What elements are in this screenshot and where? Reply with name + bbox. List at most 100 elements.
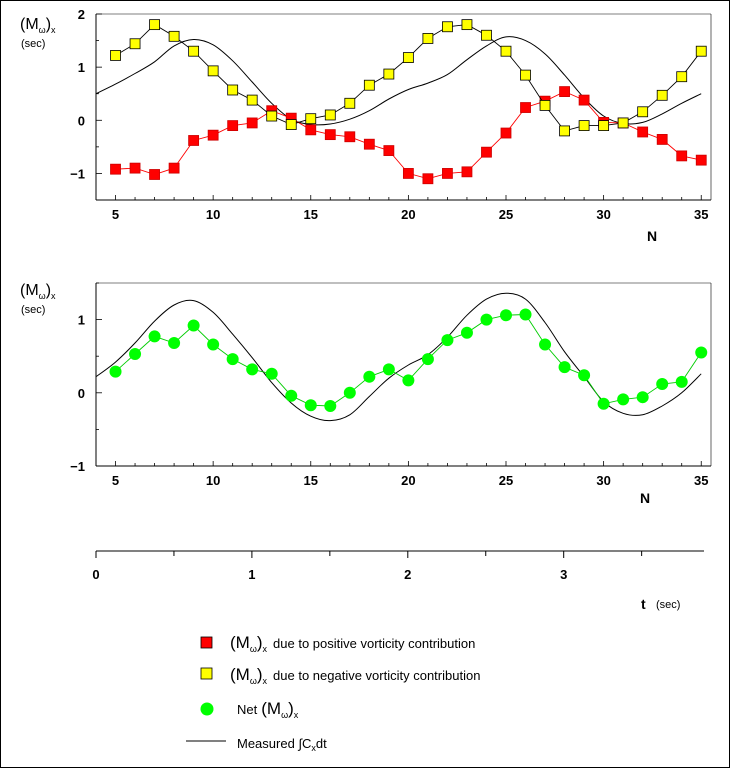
bottom-point-net [460,326,473,339]
svg-text:(Mω)x: (Mω)x [20,16,56,35]
top-series-measured-curve [95,36,702,126]
time-axis-tick-label: 0 [92,567,99,582]
time-axis-tick-label: 2 [404,567,411,582]
top-point-negative-vorticity [637,106,649,118]
bottom-point-net [129,348,142,361]
bottom-point-net [695,346,708,359]
bottom-point-net [207,338,220,351]
bottom-point-net [597,397,610,410]
top-point-positive-vorticity [246,117,258,129]
top-point-positive-vorticity [656,134,668,145]
bottom-point-net [304,399,317,412]
top-point-negative-vorticity [422,33,434,44]
top-point-positive-vorticity [129,162,141,174]
bottom-ylabel-main: (M [20,282,39,299]
bottom-ylabel: (Mω)x (sec) [20,282,56,316]
bottom-point-net [519,308,532,321]
time-axis: 0 1 2 3 [92,550,704,582]
top-point-negative-vorticity [149,19,160,31]
bottom-x-tick-label: 20 [401,473,415,488]
bottom-y-tick-label: 1 [78,313,85,328]
bottom-ylabel-sub2: x [51,291,56,301]
bottom-series-measured-curve [95,292,702,422]
bottom-point-net [265,367,278,380]
top-point-negative-vorticity [324,109,336,121]
top-point-negative-vorticity [578,120,590,131]
bottom-ylabel-close: ) [46,282,51,299]
top-point-positive-vorticity [578,94,590,106]
top-x-tick-label: 30 [596,207,610,222]
top-point-negative-vorticity [227,84,239,96]
bottom-point-net [480,313,493,326]
top-point-positive-vorticity [305,124,317,136]
top-x-tick-label: 35 [694,207,708,222]
legend-marker-negative [200,667,213,680]
top-ylabel-sub2: x [51,25,56,35]
top-point-negative-vorticity [500,45,512,57]
bottom-point-net [343,386,356,399]
bottom-point-net [675,375,688,388]
top-point-negative-vorticity [481,29,492,41]
top-point-positive-vorticity [559,86,570,97]
time-axis-tick-label: 3 [560,567,567,582]
top-point-positive-vorticity [637,126,649,138]
top-point-positive-vorticity [442,168,453,179]
top-point-positive-vorticity [188,135,200,146]
top-point-negative-vorticity [344,97,356,109]
bottom-x-tick-label: 35 [694,473,708,488]
top-point-positive-vorticity [461,166,473,178]
bottom-point-net [168,337,181,350]
top-x-tick-label: 15 [304,207,318,222]
top-x-tick-label: 10 [206,207,220,222]
bottom-panel: 5 10 15 20 25 30 35 −1 0 1 [70,282,712,488]
bottom-point-net [441,334,454,347]
top-point-positive-vorticity [422,173,434,185]
bottom-point-net [402,374,415,387]
bottom-series-net-line [115,314,702,407]
bottom-point-net [363,370,376,383]
bottom-y-tick-label: 0 [78,386,85,401]
top-point-negative-vorticity [285,119,297,130]
top-ylabel-unit: (sec) [21,38,45,50]
bottom-point-net [324,399,337,412]
top-x-tick-label: 5 [112,207,119,222]
top-point-positive-vorticity [481,146,492,158]
top-point-positive-vorticity [383,145,395,156]
top-point-negative-vorticity [695,45,707,57]
bottom-x-tick-label: 30 [596,473,610,488]
top-point-negative-vorticity [539,100,551,111]
legend-marker-positive [200,636,213,649]
bottom-ylabel-sub1: ω [39,291,46,301]
bottom-xlabel: N [640,490,650,506]
bottom-point-net [578,369,591,382]
top-point-negative-vorticity [129,38,141,50]
bottom-point-net [636,391,649,404]
bottom-point-net [382,363,395,376]
top-ylabel-close: ) [46,16,51,33]
top-series-positive-vorticity-line [115,91,702,180]
top-point-positive-vorticity [207,129,219,141]
top-point-positive-vorticity [363,138,375,150]
top-point-negative-vorticity [656,89,668,101]
top-point-negative-vorticity [598,120,610,131]
time-axis-label: t [641,596,646,612]
top-point-negative-vorticity [520,69,531,81]
time-axis-unit: (sec) [656,599,680,611]
top-point-positive-vorticity [402,168,414,179]
legend-marker-net [200,702,214,716]
top-point-negative-vorticity [383,68,395,80]
top-point-negative-vorticity [246,94,258,106]
top-point-positive-vorticity [500,127,512,139]
top-point-negative-vorticity [207,65,219,77]
top-y-tick-label: −1 [70,166,85,181]
bottom-x-tick-label: 5 [112,473,119,488]
bottom-point-net [226,353,239,366]
top-point-negative-vorticity [461,19,473,31]
bottom-point-net [558,361,571,374]
bottom-point-net [656,378,669,391]
top-point-positive-vorticity [520,102,531,113]
bottom-point-net [109,365,122,378]
top-point-positive-vorticity [227,120,239,131]
legend-entry-positive: (Mω)x due to positive vorticity contribut… [230,633,475,654]
